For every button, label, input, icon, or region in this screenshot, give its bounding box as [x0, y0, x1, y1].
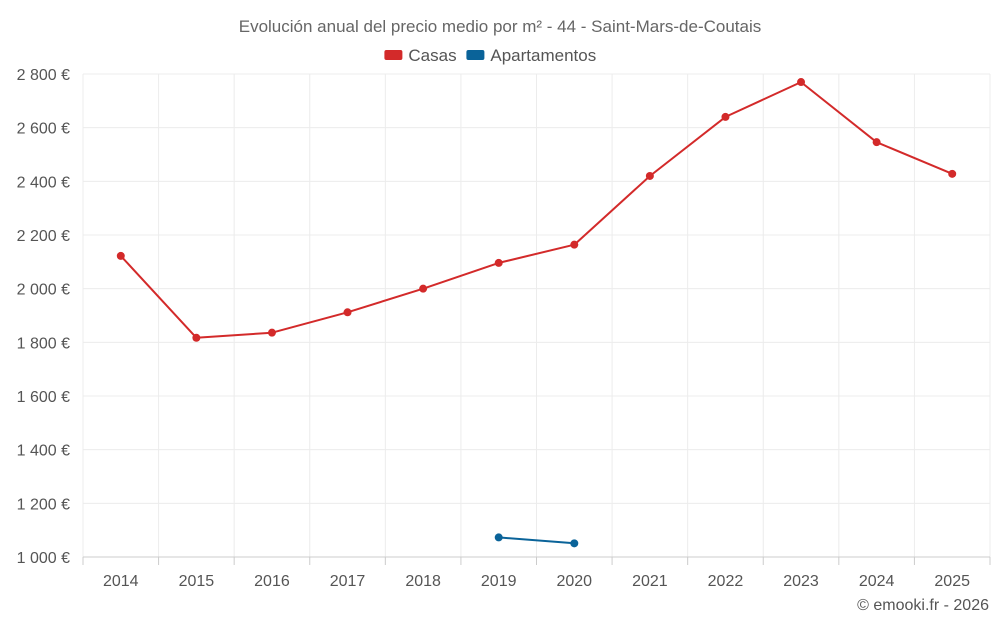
x-axis: 2014 2015 2016 2017 2018 2019 2020 2021 2022 2023… — [82, 556, 991, 590]
y-tick-label: 1 600 € — [17, 389, 70, 406]
legend-swatch-casas — [384, 50, 403, 60]
x-tick-label: 2019 — [481, 573, 517, 590]
y-tick-label: 1 000 € — [17, 550, 70, 567]
x-tick-label: 2014 — [103, 573, 139, 590]
legend-label-apartamentos: Apartamentos — [490, 46, 596, 65]
y-tick-label: 1 800 € — [17, 335, 70, 352]
y-tick-label: 2 400 € — [17, 174, 70, 191]
data-point-casas-2018 — [419, 284, 428, 293]
data-point-casas-2017 — [343, 308, 352, 317]
data-point-casas-2016 — [267, 328, 276, 337]
series-layer — [116, 78, 957, 548]
legend-label-casas: Casas — [408, 46, 456, 65]
y-tick-label: 1 400 € — [17, 443, 70, 460]
data-point-casas-2015 — [192, 333, 201, 342]
legend-swatch-apartamentos — [466, 50, 485, 60]
y-axis: 1 000 € 1 200 € 1 400 € 1 600 € 1 800 € 2 000… — [17, 67, 70, 567]
y-tick-label: 2 200 € — [17, 228, 70, 245]
data-point-casas-2022 — [721, 112, 730, 121]
x-tick-label: 2017 — [330, 573, 366, 590]
x-tick-label: 2024 — [859, 573, 895, 590]
grid — [82, 73, 991, 557]
data-point-casas-2020 — [570, 240, 579, 249]
x-tick-label: 2021 — [632, 573, 668, 590]
x-tick-label: 2016 — [254, 573, 290, 590]
series-line-apartamentos — [498, 536, 575, 545]
x-tick-label: 2022 — [708, 573, 744, 590]
data-point-casas-2014 — [116, 251, 125, 260]
x-tick-label: 2023 — [783, 573, 819, 590]
x-tick-label: 2025 — [934, 573, 970, 590]
chart-title: Evolución anual del precio medio por m² … — [239, 17, 762, 36]
data-point-casas-2021 — [645, 171, 654, 180]
x-tick-label: 2015 — [179, 573, 215, 590]
data-point-casas-2019 — [494, 258, 503, 267]
data-point-casas-2025 — [948, 169, 957, 178]
data-point-apartamentos-2019 — [494, 533, 503, 542]
y-tick-label: 2 800 € — [17, 67, 70, 84]
y-tick-label: 1 200 € — [17, 496, 70, 513]
credit-text: © emooki.fr - 2026 — [857, 597, 989, 614]
data-point-apartamentos-2020 — [570, 539, 579, 548]
y-tick-label: 2 000 € — [17, 282, 70, 299]
x-tick-label: 2020 — [556, 573, 592, 590]
x-tick-label: 2018 — [405, 573, 441, 590]
series-line-casas — [120, 81, 953, 339]
data-point-casas-2024 — [872, 138, 881, 147]
legend: Casas Apartamentos — [384, 46, 596, 65]
data-point-casas-2023 — [797, 78, 806, 87]
legend-item-apartamentos[interactable]: Apartamentos — [466, 46, 596, 65]
legend-item-casas[interactable]: Casas — [384, 46, 457, 65]
y-tick-label: 2 600 € — [17, 121, 70, 138]
